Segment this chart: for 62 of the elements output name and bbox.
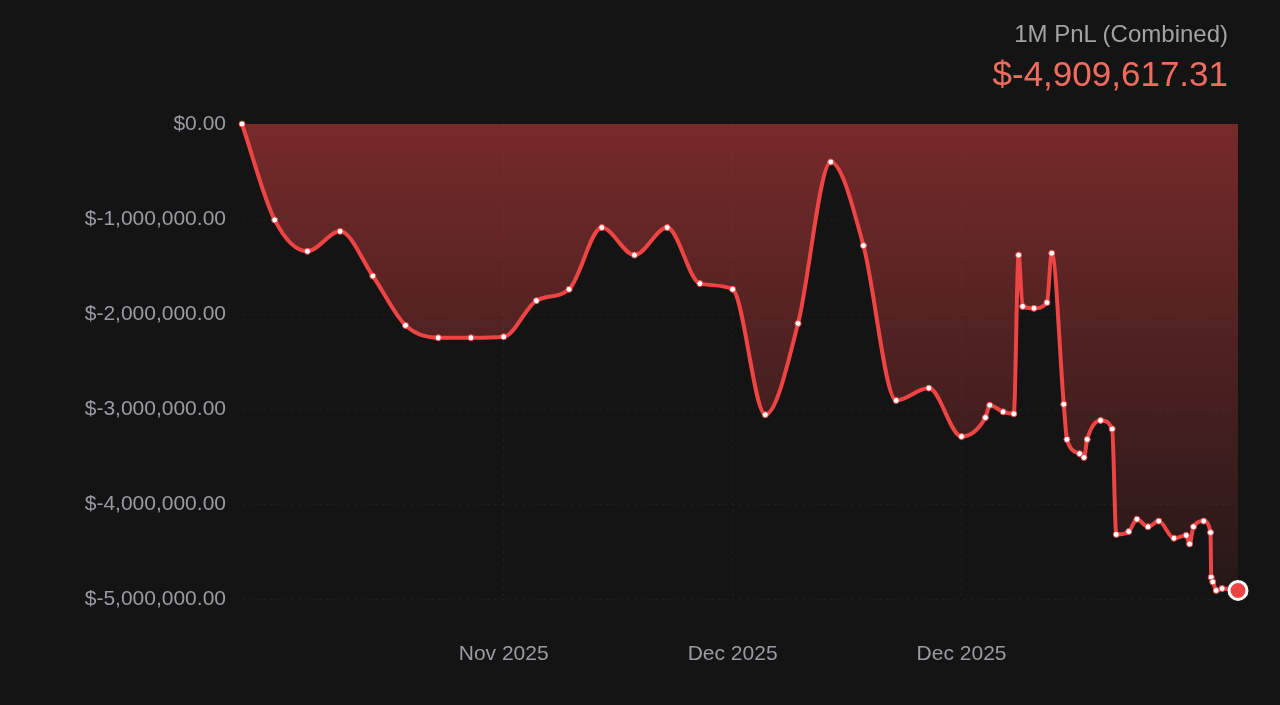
point [271, 216, 279, 224]
point [238, 120, 246, 128]
point [467, 334, 475, 342]
point [1186, 540, 1194, 548]
point [434, 334, 442, 342]
point [565, 285, 573, 293]
x-tick-label: Dec 2025 [687, 641, 778, 665]
y-tick-label: $-1,000,000.00 [84, 205, 226, 229]
point [1200, 517, 1208, 525]
point [1015, 251, 1023, 259]
y-tick-label: $0.00 [173, 110, 226, 134]
point [1218, 585, 1226, 593]
point [892, 396, 900, 404]
point [336, 227, 344, 235]
point [827, 158, 835, 166]
point [986, 401, 994, 409]
y-tick-label: $-4,000,000.00 [84, 490, 226, 514]
point [761, 411, 769, 419]
y-tick-label: $-5,000,000.00 [84, 585, 226, 609]
y-tick-label: $-2,000,000.00 [84, 300, 226, 324]
point [1189, 523, 1197, 531]
point [729, 285, 737, 293]
point [1010, 410, 1018, 418]
x-tick-label: Dec 2025 [916, 641, 1007, 665]
point [402, 321, 410, 329]
point [999, 408, 1007, 416]
point [1212, 586, 1220, 594]
point [859, 242, 867, 250]
point [630, 251, 638, 259]
point [1097, 416, 1105, 424]
point [1155, 517, 1163, 525]
x-tick-label: Nov 2025 [458, 641, 549, 665]
point [598, 224, 606, 232]
point [696, 280, 704, 288]
point [1207, 529, 1215, 536]
point [1108, 425, 1116, 433]
point [958, 433, 966, 441]
point [981, 414, 989, 422]
point [1209, 578, 1217, 586]
point [1043, 299, 1051, 307]
point [1063, 435, 1071, 443]
point [532, 297, 540, 305]
point [1048, 249, 1056, 257]
point [1170, 534, 1178, 542]
point [1144, 523, 1152, 531]
point [369, 272, 377, 280]
chart-title: 1M PnL (Combined) [1013, 19, 1228, 49]
point [1125, 528, 1133, 536]
point [1182, 531, 1190, 539]
point [1112, 530, 1120, 538]
point [1083, 435, 1091, 443]
point [1133, 515, 1141, 523]
point [1030, 304, 1038, 312]
point [794, 320, 802, 327]
y-tick-label: $-3,000,000.00 [84, 395, 226, 419]
point [1060, 400, 1068, 408]
point [663, 224, 671, 232]
point [1019, 302, 1027, 310]
point [303, 247, 311, 255]
point [500, 333, 508, 341]
point [925, 384, 933, 392]
chart-subtitle: $-4,909,617.31 [992, 53, 1228, 95]
